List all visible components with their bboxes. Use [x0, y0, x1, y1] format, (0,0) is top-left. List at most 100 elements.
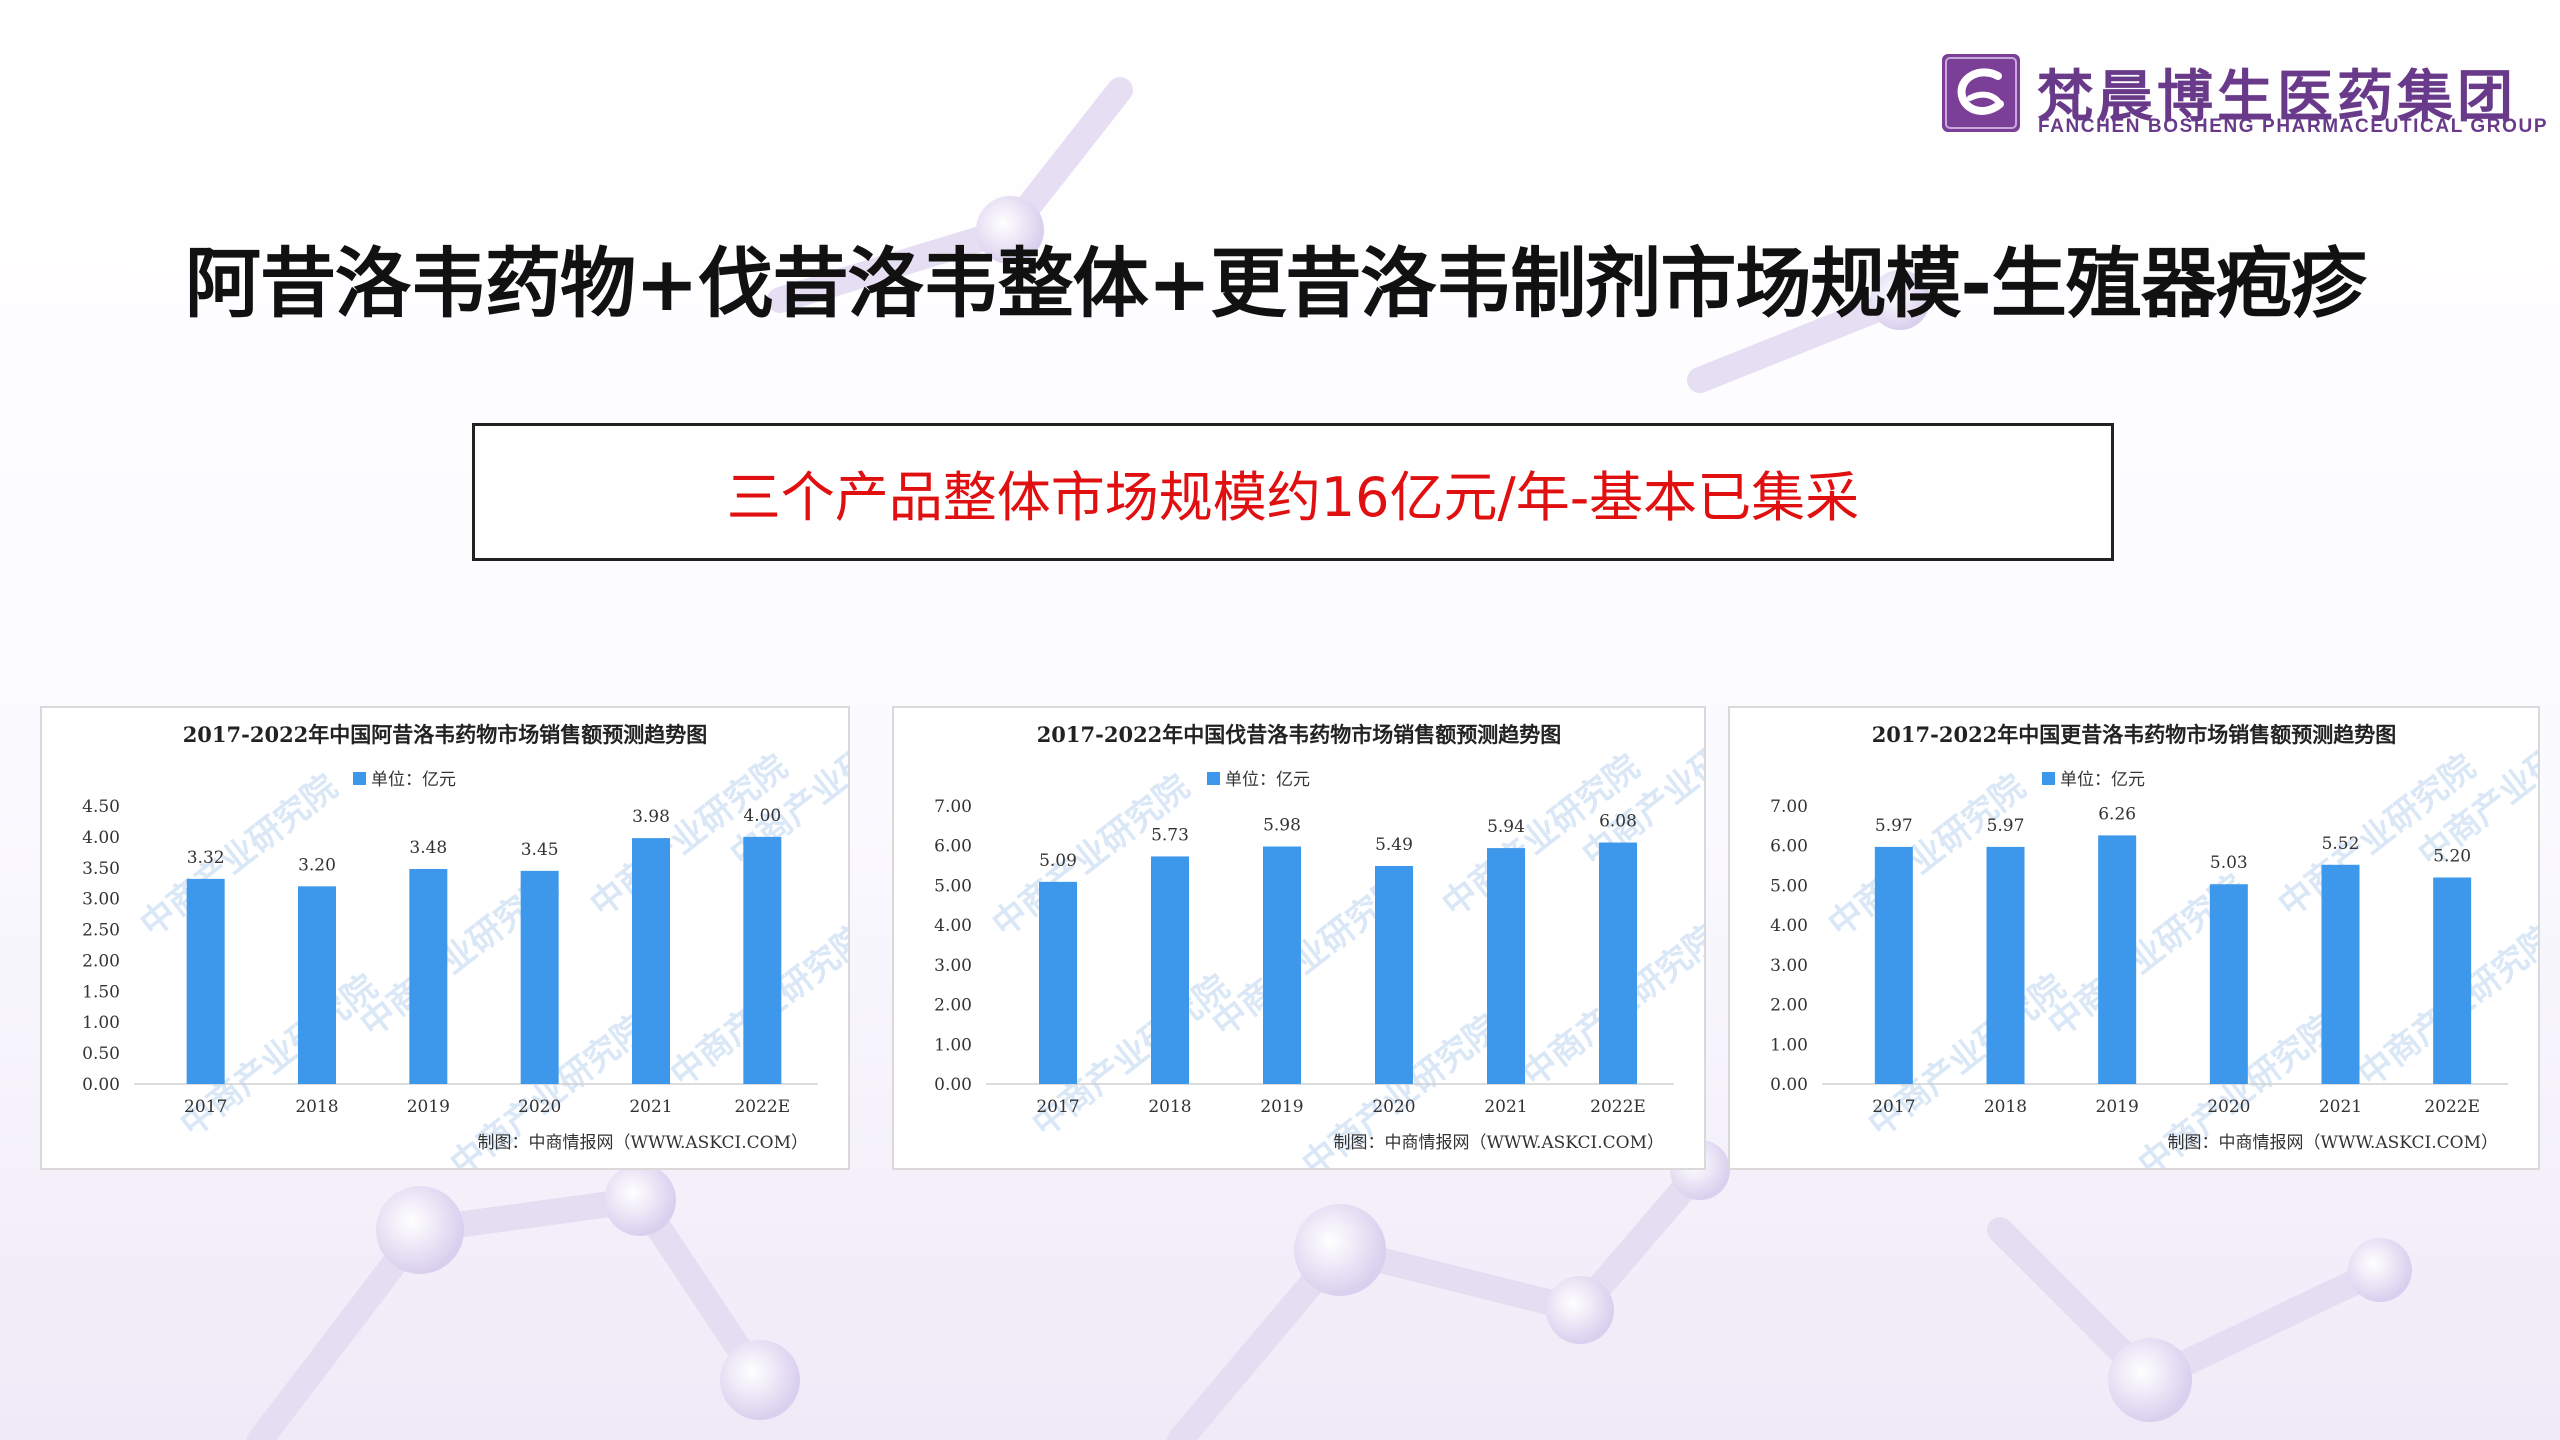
chart-title: 2017-2022年中国更昔洛韦药物市场销售额预测趋势图: [1872, 722, 2397, 747]
bar: [1039, 881, 1077, 1084]
y-tick-label: 0.00: [1770, 1075, 1808, 1095]
bar-value-label: 5.20: [2433, 846, 2471, 866]
x-tick-label: 2020: [2207, 1097, 2250, 1117]
bar-value-label: 5.52: [2322, 834, 2360, 854]
bar-value-label: 5.98: [1263, 816, 1301, 836]
chart-panel-valacyclovir: 中商产业研究院 中商产业研究院 中商产业研究院 中商产业研究院 中商产业研究院 中商产业研…: [892, 706, 1706, 1170]
x-tick-label: 2018: [295, 1097, 338, 1117]
bar: [632, 838, 670, 1084]
logo-mark-icon: [1942, 54, 2020, 132]
chart-panel-acyclovir: 中商产业研究院 中商产业研究院 中商产业研究院 中商产业研究院 中商产业研究院 中商产业研…: [40, 706, 850, 1170]
bar: [1874, 846, 1913, 1084]
x-tick-label: 2018: [1148, 1097, 1191, 1117]
bar: [743, 836, 782, 1084]
x-tick-label: 2021: [1484, 1097, 1527, 1117]
y-tick-label: 2.00: [934, 996, 972, 1016]
bar: [1375, 865, 1413, 1084]
bar-value-label: 6.26: [2098, 804, 2136, 824]
bar-value-label: 4.00: [743, 806, 781, 826]
bar: [409, 869, 448, 1084]
bar: [186, 878, 225, 1084]
y-tick-label: 1.00: [934, 1035, 972, 1055]
x-tick-label: 2017: [184, 1097, 227, 1117]
legend-swatch: [353, 772, 366, 785]
y-tick-label: 6.00: [1770, 837, 1808, 857]
y-tick-label: 0.00: [934, 1075, 972, 1095]
x-tick-label: 2020: [518, 1097, 561, 1117]
x-tick-label: 2019: [407, 1097, 450, 1117]
y-tick-label: 3.00: [1770, 956, 1808, 976]
bar-value-label: 5.09: [1039, 851, 1077, 871]
x-tick-label: 2020: [1372, 1097, 1415, 1117]
y-tick-label: 3.00: [934, 956, 972, 976]
x-tick-label: 2022E: [2424, 1097, 2480, 1117]
x-tick-label: 2019: [2096, 1097, 2139, 1117]
page-title: 阿昔洛韦药物+伐昔洛韦整体+更昔洛韦制剂市场规模-生殖器疱疹: [185, 239, 2367, 328]
chart-credit: 制图：中商情报网（WWW.ASKCI.COM）: [2168, 1133, 2499, 1153]
chart-title: 2017-2022年中国伐昔洛韦药物市场销售额预测趋势图: [1037, 722, 1562, 747]
x-tick-label: 2019: [1260, 1097, 1303, 1117]
bar-value-label: 5.73: [1151, 825, 1189, 845]
x-tick-label: 2022E: [1590, 1097, 1646, 1117]
y-tick-label: 7.00: [934, 797, 972, 817]
bar: [1263, 846, 1301, 1084]
y-tick-label: 1.00: [82, 1013, 120, 1033]
y-tick-label: 3.50: [82, 859, 120, 879]
legend-swatch: [2042, 772, 2055, 785]
legend-swatch: [1207, 772, 1220, 785]
logo-english-name: FANCHEN BOSHENG PHARMACEUTICAL GROUP: [2038, 116, 2549, 137]
y-tick-label: 4.00: [1770, 916, 1808, 936]
y-tick-label: 5.00: [934, 876, 972, 896]
x-tick-label: 2021: [629, 1097, 672, 1117]
chart-credit: 制图：中商情报网（WWW.ASKCI.COM）: [1334, 1133, 1665, 1153]
logo-chinese-name: 梵晨博生医药集团: [2037, 65, 2517, 130]
bar-value-label: 3.20: [298, 855, 336, 875]
y-tick-label: 0.00: [82, 1075, 120, 1095]
x-tick-label: 2017: [1872, 1097, 1915, 1117]
y-tick-label: 3.00: [82, 890, 120, 910]
bar: [520, 870, 559, 1084]
chart-credit: 制图：中商情报网（WWW.ASKCI.COM）: [478, 1133, 809, 1153]
bar: [2098, 835, 2137, 1084]
y-tick-label: 1.50: [82, 982, 120, 1002]
summary-box: 三个产品整体市场规模约16亿元/年-基本已集采: [472, 423, 2114, 561]
bar-value-label: 6.08: [1599, 812, 1637, 832]
bar: [298, 886, 336, 1084]
chart-title: 2017-2022年中国阿昔洛韦药物市场销售额预测趋势图: [183, 722, 708, 747]
legend-label: 单位：亿元: [2060, 770, 2145, 790]
y-tick-label: 6.00: [934, 837, 972, 857]
bar-value-label: 3.98: [632, 807, 670, 827]
bar-value-label: 3.32: [187, 848, 225, 868]
bar-value-label: 5.97: [1987, 816, 2025, 836]
y-tick-label: 2.00: [82, 951, 120, 971]
x-tick-label: 2017: [1036, 1097, 1079, 1117]
y-tick-label: 7.00: [1770, 797, 1808, 817]
bar: [1986, 846, 2025, 1084]
bar-value-label: 5.49: [1375, 835, 1413, 855]
y-tick-label: 4.00: [934, 916, 972, 936]
y-tick-label: 0.50: [82, 1044, 120, 1064]
y-tick-label: 2.00: [1770, 996, 1808, 1016]
x-tick-label: 2021: [2319, 1097, 2362, 1117]
bar: [2433, 877, 2472, 1084]
y-tick-label: 5.00: [1770, 876, 1808, 896]
y-tick-label: 1.00: [1770, 1035, 1808, 1055]
bar: [1487, 848, 1525, 1084]
x-tick-label: 2022E: [734, 1097, 790, 1117]
bar-value-label: 5.03: [2210, 853, 2248, 873]
chart-panel-ganciclovir: 中商产业研究院 中商产业研究院 中商产业研究院 中商产业研究院 中商产业研究院 中商产业研…: [1728, 706, 2540, 1170]
summary-text: 三个产品整体市场规模约16亿元/年-基本已集采: [726, 465, 1860, 529]
bar: [1151, 856, 1189, 1084]
legend-label: 单位：亿元: [371, 770, 456, 790]
bar: [1599, 842, 1637, 1084]
bar: [2209, 884, 2248, 1084]
y-tick-label: 4.50: [82, 797, 120, 817]
legend-label: 单位：亿元: [1225, 770, 1310, 790]
x-tick-label: 2018: [1984, 1097, 2027, 1117]
bar-value-label: 3.45: [521, 840, 559, 860]
bar-value-label: 3.48: [409, 838, 447, 858]
bar: [2321, 864, 2360, 1084]
